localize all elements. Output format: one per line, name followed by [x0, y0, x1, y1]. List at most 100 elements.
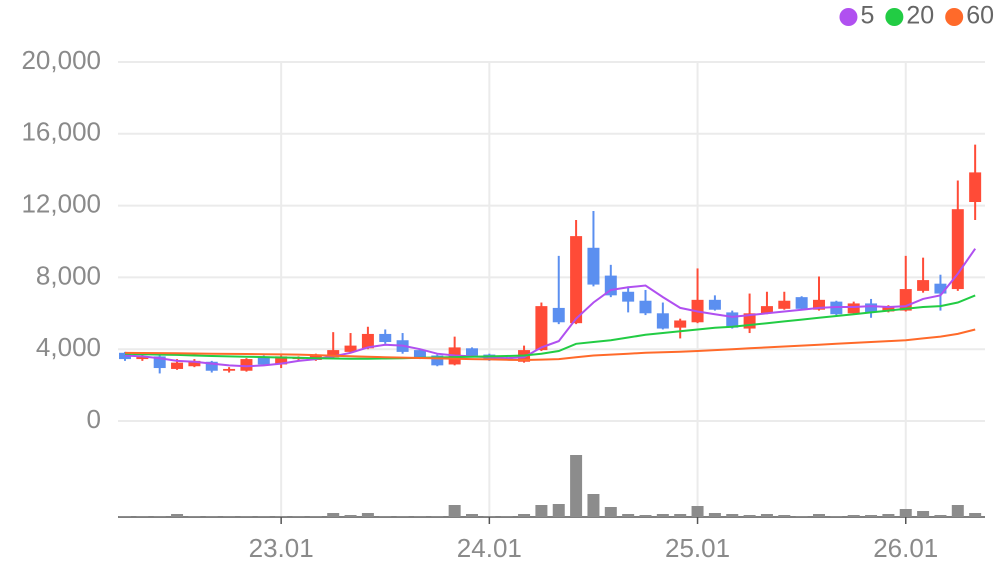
volume-bar [119, 516, 131, 517]
ma-line [124, 248, 977, 368]
volume-bar [223, 516, 236, 517]
candle-body [327, 350, 340, 358]
volume-bar [413, 516, 426, 517]
volume-bar [795, 516, 808, 517]
volume-bar [656, 514, 669, 517]
volume-bar [830, 516, 843, 517]
candle-body [344, 345, 357, 352]
volume-bar [760, 514, 773, 517]
volume-bar [570, 455, 583, 517]
candle-body [570, 236, 583, 324]
volume-bar [743, 515, 756, 517]
volume-bar [309, 516, 322, 517]
candle-body [847, 303, 860, 314]
volume-bar [691, 506, 704, 517]
candle-body [361, 333, 374, 349]
volume-bar [813, 514, 825, 517]
volume-bar [726, 514, 739, 517]
volume-bar [240, 516, 253, 517]
candle-body [622, 291, 635, 302]
candle-body [223, 368, 236, 371]
candle-body [917, 280, 930, 291]
candle-body [188, 360, 201, 367]
candle-body [778, 300, 791, 309]
candle-body [934, 283, 947, 294]
y-tick-label: 16,000 [21, 117, 101, 147]
candle-body [813, 299, 825, 310]
volume-bar [327, 513, 340, 517]
volume-bar [153, 516, 166, 517]
y-tick-label: 8,000 [36, 260, 101, 290]
ma-line [124, 294, 976, 360]
candle-body [431, 355, 444, 366]
volume-bar [518, 514, 531, 517]
volume-bar [361, 513, 374, 517]
volume-bar [136, 516, 149, 517]
volume-bar [431, 516, 444, 517]
volume-bar [205, 516, 218, 517]
volume-bar [552, 504, 565, 517]
volume-bar [934, 515, 947, 517]
candle-body [153, 356, 166, 369]
x-tick-label: 26.01 [873, 533, 938, 563]
volume-bar [466, 514, 478, 517]
candle-body [136, 356, 149, 360]
volume-bar [448, 505, 461, 517]
candle-body [205, 361, 218, 371]
candle-body [795, 297, 808, 309]
volume-bar [379, 516, 392, 517]
volume-bar [969, 513, 982, 517]
candle-body [379, 333, 392, 343]
legend-swatch [839, 8, 858, 26]
ma-line [124, 328, 976, 362]
volume-bar [847, 515, 860, 517]
candle-body [760, 306, 773, 314]
legend-swatch [945, 8, 964, 26]
legend-label: 5 [860, 2, 874, 30]
x-tick-label: 24.01 [457, 533, 522, 563]
volume-bar [275, 516, 288, 517]
volume-bar [951, 505, 964, 517]
candle-body [708, 299, 721, 310]
volume-bar [899, 509, 912, 517]
y-tick-label: 20,000 [21, 45, 101, 75]
legend-label: 20 [906, 2, 934, 30]
y-tick-label: 12,000 [21, 188, 101, 218]
candle-body [587, 247, 600, 285]
volume-bar [917, 511, 930, 517]
candle-body [275, 356, 288, 365]
volume-bar [587, 494, 600, 517]
y-tick-label: 4,000 [36, 332, 101, 362]
volume-bar [344, 515, 357, 517]
volume-bar [483, 516, 496, 517]
volume-bar [674, 514, 687, 517]
candle-body [257, 356, 270, 365]
volume-bar [882, 514, 895, 517]
volume-bar [639, 515, 652, 517]
volume-bar [778, 515, 791, 517]
y-tick-label: 0 [87, 404, 101, 434]
volume-bar [708, 513, 721, 517]
volume-bar [535, 505, 548, 517]
volume-bar [622, 514, 635, 517]
volume-bar [292, 516, 305, 517]
candle-body [882, 306, 895, 312]
x-tick-label: 25.01 [665, 533, 730, 563]
candle-body [413, 350, 426, 359]
candle-body [969, 172, 982, 203]
candle-body [171, 362, 184, 369]
legend-swatch [885, 8, 904, 26]
candle-body [951, 209, 964, 290]
candle-body [656, 313, 669, 329]
x-tick-label: 23.01 [249, 533, 314, 563]
candle-body [639, 300, 652, 314]
volume-bar [604, 507, 617, 517]
candle-body [674, 320, 687, 328]
volume-bar [396, 516, 409, 517]
candle-body [240, 359, 253, 371]
volume-bar [500, 516, 513, 517]
candle-body [466, 348, 478, 356]
volume-bar [865, 515, 878, 517]
candle-body [552, 307, 565, 323]
